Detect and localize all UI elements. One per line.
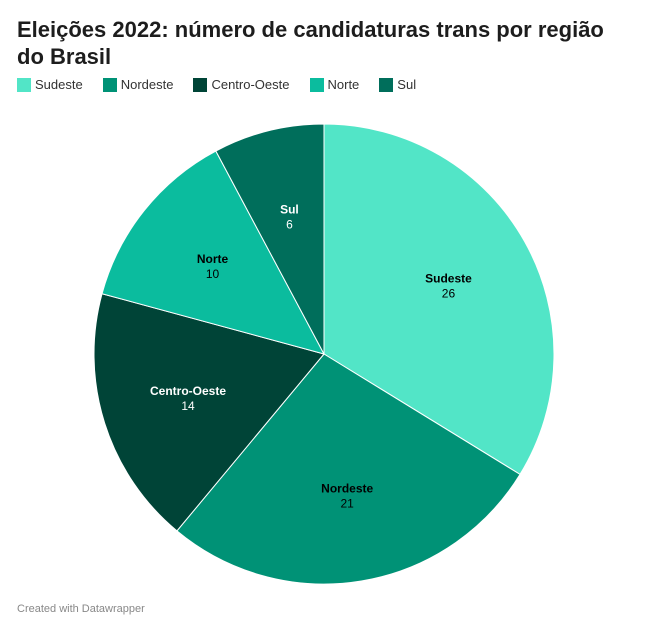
legend-item-nordeste: Nordeste [102,77,174,92]
slice-label-nordeste: Nordeste [321,482,373,496]
slice-value-centro-oeste: 14 [181,399,195,413]
slice-label-centro-oeste: Centro-Oeste [150,384,226,398]
chart-title: Eleições 2022: número de candidaturas tr… [17,17,604,69]
legend: Sudeste Nordeste Centro-Oeste Norte Sul [17,77,416,92]
pie-slice-norte [101,150,325,355]
legend-swatch-sudeste [17,77,31,92]
legend-swatch-nordeste [102,77,117,92]
legend-swatch-norte [309,77,324,92]
legend-swatch-sul [379,77,394,92]
slice-value-sul: 6 [286,218,293,232]
slice-label-sudeste: Sudeste [425,271,472,285]
pie-slice-nordeste [176,353,521,585]
footer-credit: Created with Datawrapper [17,603,145,615]
slice-value-sudeste: 26 [442,286,456,300]
slice-value-norte: 10 [206,267,220,281]
slice-label-sul: Sul [280,203,299,217]
legend-swatch-centro-oeste [193,77,208,92]
slice-label-norte: Norte [197,252,229,266]
legend-item-norte: Norte [309,77,360,92]
pie-slice-sudeste [323,123,555,476]
legend-item-sudeste: Sudeste [17,77,83,92]
pie-slice-sul [215,123,325,355]
slice-value-nordeste: 21 [340,497,354,511]
pie-slice-centro-oeste [93,293,325,532]
legend-label-sul: Sul [397,77,417,92]
legend-label-norte: Norte [327,77,360,92]
legend-item-sul: Sul [379,77,416,92]
legend-label-sudeste: Sudeste [35,77,83,92]
legend-label-nordeste: Nordeste [120,77,174,92]
legend-label-centro-oeste: Centro-Oeste [211,77,290,92]
legend-item-centro-oeste: Centro-Oeste [193,77,290,92]
